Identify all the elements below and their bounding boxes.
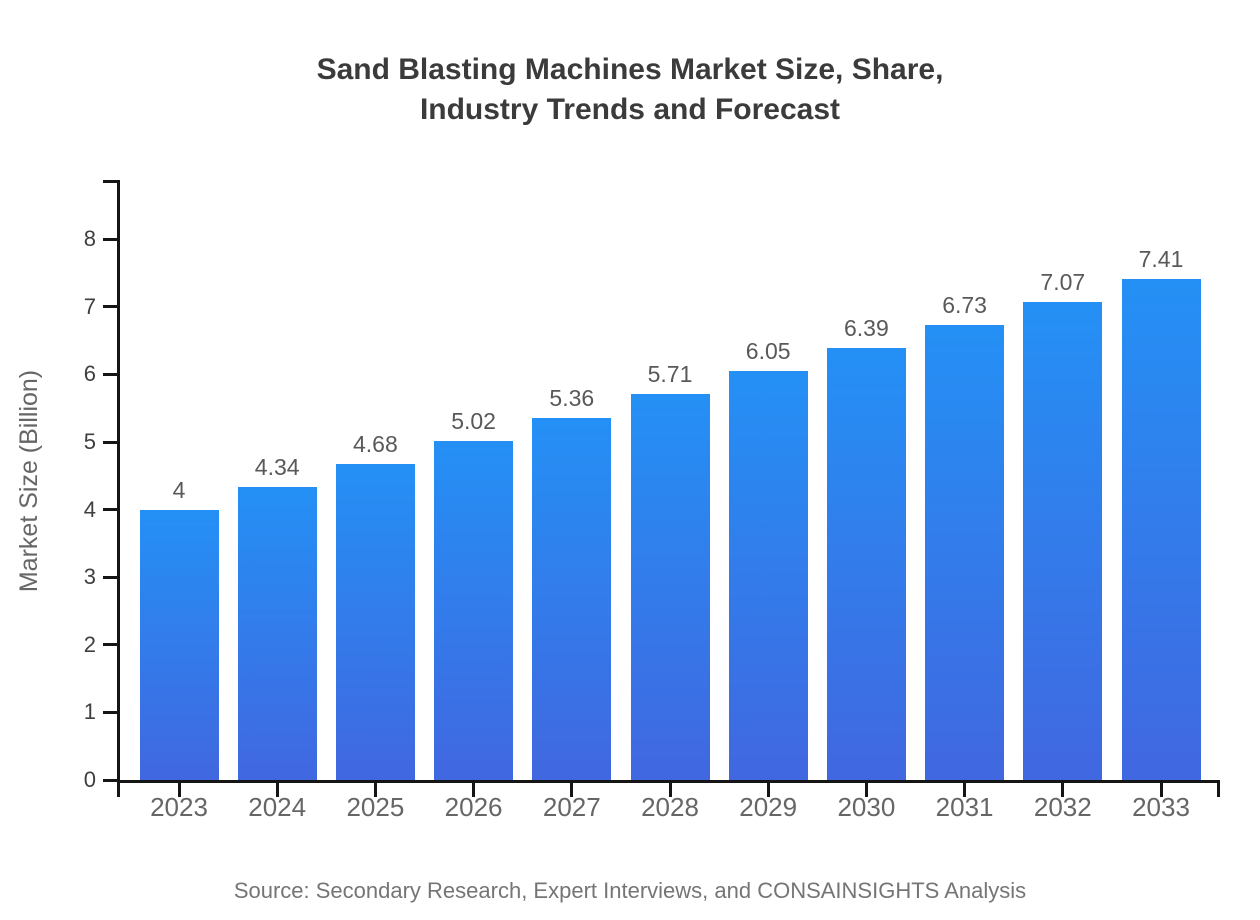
bar-2024 xyxy=(237,486,317,780)
bar-2027 xyxy=(532,417,612,780)
bar-2030 xyxy=(826,348,906,780)
x-axis-right-endcap-tick xyxy=(1217,783,1220,797)
y-axis-line xyxy=(117,180,120,780)
bar-2023 xyxy=(139,509,219,780)
bar-2033 xyxy=(1121,279,1201,780)
bar-2026 xyxy=(434,440,514,780)
bar-value-label: 5.36 xyxy=(549,384,595,411)
x-axis-left-endcap-tick xyxy=(117,783,120,797)
x-tick-label: 2024 xyxy=(248,792,307,822)
y-tick-label: 6 xyxy=(83,361,96,387)
x-tick-label: 2032 xyxy=(1033,792,1092,822)
x-tick-label: 2025 xyxy=(346,792,405,822)
x-tick-label: 2029 xyxy=(739,792,798,822)
x-tick xyxy=(275,783,279,797)
x-tick-label: 2033 xyxy=(1132,792,1190,822)
x-tick xyxy=(472,783,476,797)
chart-title: Sand Blasting Machines Market Size, Shar… xyxy=(316,53,944,126)
bar-value-label: 6.39 xyxy=(844,315,889,342)
bar-2025 xyxy=(335,463,415,780)
y-tick xyxy=(103,710,117,714)
bar-value-label: 4.68 xyxy=(353,430,398,457)
x-tick xyxy=(668,783,672,797)
bar-2029 xyxy=(728,371,808,780)
y-tick xyxy=(103,643,117,647)
x-tick xyxy=(177,783,181,797)
bar-value-label: 4.34 xyxy=(254,453,300,480)
x-tick xyxy=(570,783,574,797)
y-tick-label: 8 xyxy=(83,226,96,252)
x-tick xyxy=(1061,783,1065,797)
x-tick xyxy=(1159,783,1163,797)
y-tick xyxy=(103,440,117,444)
x-tick-label: 2023 xyxy=(150,792,208,822)
plot-area: 0 1 2 3 4 5 6 7 8 4 2023 4.34 2024 4.68 2025 5.02 2026 5.… xyxy=(84,180,1220,822)
bar-2031 xyxy=(925,325,1005,780)
x-tick-label: 2027 xyxy=(542,792,601,822)
y-tick xyxy=(103,372,117,376)
x-tick xyxy=(963,783,967,797)
bar-value-label: 4 xyxy=(172,476,186,503)
source-note: Source: Secondary Research, Expert Inter… xyxy=(233,878,1027,903)
bar-value-label: 7.07 xyxy=(1040,269,1086,296)
y-tick-label: 7 xyxy=(83,293,96,319)
y-tick xyxy=(103,237,117,241)
bar-value-label: 6.73 xyxy=(942,292,987,319)
x-tick-label: 2030 xyxy=(837,792,896,822)
y-tick xyxy=(103,575,117,579)
bar-value-label: 5.71 xyxy=(647,361,693,387)
y-tick-label: 4 xyxy=(83,496,96,522)
x-tick xyxy=(373,783,377,797)
y-tick xyxy=(103,305,117,309)
x-tick-label: 2028 xyxy=(641,792,699,822)
y-tick xyxy=(103,778,117,782)
y-tick-label: 1 xyxy=(83,699,96,725)
x-axis-line xyxy=(117,780,1220,783)
x-tick-label: 2031 xyxy=(935,792,994,822)
y-tick-label: 0 xyxy=(83,767,96,792)
x-tick-label: 2026 xyxy=(444,792,503,822)
x-tick xyxy=(766,783,770,797)
bar-2028 xyxy=(630,394,710,780)
x-tick xyxy=(864,783,868,797)
y-tick-label: 3 xyxy=(83,564,96,590)
bar-value-label: 6.05 xyxy=(745,338,791,365)
y-tick-label: 5 xyxy=(83,429,96,454)
y-axis-endcap-tick xyxy=(103,180,117,183)
bar-2032 xyxy=(1023,302,1103,780)
y-tick xyxy=(103,508,117,512)
bar-value-label: 7.41 xyxy=(1138,246,1184,273)
bar-value-label: 5.02 xyxy=(451,407,496,434)
y-tick-label: 2 xyxy=(83,631,96,657)
